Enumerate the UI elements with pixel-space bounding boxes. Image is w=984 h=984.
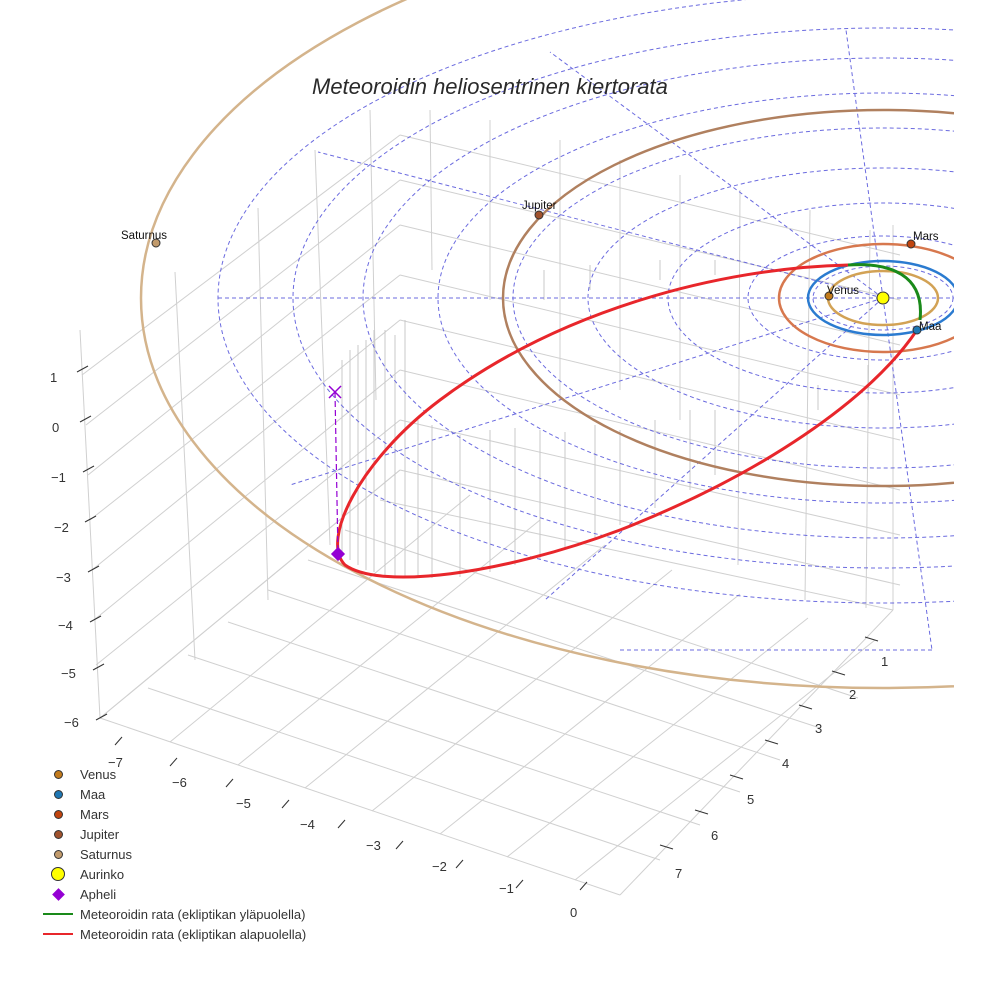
diamond-legend-icon (51, 887, 65, 901)
legend-item-orbit-above[interactable]: Meteoroidin rata (ekliptikan yläpuolella… (36, 904, 306, 924)
aphelion-projection (328, 385, 346, 562)
sun-marker (876, 291, 890, 305)
z-tick: −3 (56, 570, 71, 585)
planet-markers (151, 210, 922, 335)
label-mars: Mars (913, 231, 939, 243)
orbit-above-ecliptic (847, 263, 922, 321)
legend-label: Aurinko (80, 866, 125, 882)
legend-item-jupiter[interactable]: Jupiter (36, 824, 306, 844)
sun-legend-icon (51, 867, 65, 881)
legend-item-orbit-below[interactable]: Meteoroidin rata (ekliptikan alapuolella… (36, 924, 306, 944)
maa-marker (912, 325, 922, 335)
label-jupiter: Jupiter (522, 200, 557, 212)
legend-label: Apheli (80, 886, 117, 902)
maa-orbit (806, 259, 954, 337)
legend-item-aurinko[interactable]: Aurinko (36, 864, 306, 884)
z-tick: 0 (52, 420, 60, 435)
legend-label: Jupiter (80, 826, 120, 842)
y-tick: 1 (881, 654, 889, 669)
chart-title: Meteoroidin heliosentrinen kiertorata (312, 74, 668, 99)
legend: Venus Maa Mars Jupiter Saturnus Aurinko … (36, 764, 306, 944)
z-tick: −2 (54, 520, 69, 535)
z-tick: −1 (51, 470, 66, 485)
x-tick: −5 (236, 796, 251, 811)
legend-item-saturnus[interactable]: Saturnus (36, 844, 306, 864)
saturnus-orbit (139, 0, 954, 690)
y-tick: 6 (711, 828, 719, 843)
grid-lines (79, 109, 901, 896)
x-tick: 0 (570, 905, 578, 920)
y-tick: 3 (815, 721, 823, 736)
axis-ticks (76, 365, 879, 891)
y-tick: 4 (782, 756, 790, 771)
legend-label: Mars (80, 806, 109, 822)
legend-item-venus[interactable]: Venus (36, 764, 306, 784)
label-saturnus: Saturnus (121, 230, 168, 242)
red-line-legend-icon (43, 933, 73, 935)
x-tick: −1 (499, 881, 514, 896)
mars-orbit (777, 242, 954, 354)
green-line-legend-icon (43, 913, 73, 915)
jupiter-orbit (501, 108, 954, 488)
z-tick: −5 (61, 666, 76, 681)
x-tick: −7 (108, 755, 123, 770)
x-tick: −3 (366, 838, 381, 853)
label-venus: Venus (827, 285, 859, 297)
venus-legend-icon (53, 769, 63, 779)
mars-legend-icon (53, 809, 63, 819)
y-tick: 7 (675, 866, 683, 881)
orbit-below-ecliptic (336, 263, 919, 579)
maa-legend-icon (53, 789, 63, 799)
legend-item-mars[interactable]: Mars (36, 804, 306, 824)
y-tick: 5 (747, 792, 755, 807)
legend-label: Meteoroidin rata (ekliptikan alapuolella… (80, 926, 307, 942)
aphelion-marker (330, 546, 346, 562)
legend-label: Maa (80, 786, 106, 802)
x-tick: −4 (300, 817, 315, 832)
venus-marker (824, 291, 834, 301)
legend-label: Saturnus (80, 846, 133, 862)
x-tick: −6 (172, 775, 187, 790)
label-maa: Maa (919, 321, 942, 333)
legend-label: Venus (80, 766, 117, 782)
z-tick: 1 (50, 370, 58, 385)
saturnus-legend-icon (53, 849, 63, 859)
legend-item-maa[interactable]: Maa (36, 784, 306, 804)
z-tick: −4 (58, 618, 73, 633)
saturnus-marker (151, 238, 161, 248)
mars-marker (906, 239, 916, 249)
legend-label: Meteoroidin rata (ekliptikan yläpuolella… (80, 906, 306, 922)
jupiter-marker (534, 210, 544, 220)
y-tick: 2 (849, 687, 857, 702)
z-tick: −6 (64, 715, 79, 730)
legend-item-apheli[interactable]: Apheli (36, 884, 306, 904)
ecliptic-grid (217, 0, 954, 651)
x-tick: −2 (432, 859, 447, 874)
jupiter-legend-icon (53, 829, 63, 839)
meteoroid-orbit (336, 263, 922, 579)
